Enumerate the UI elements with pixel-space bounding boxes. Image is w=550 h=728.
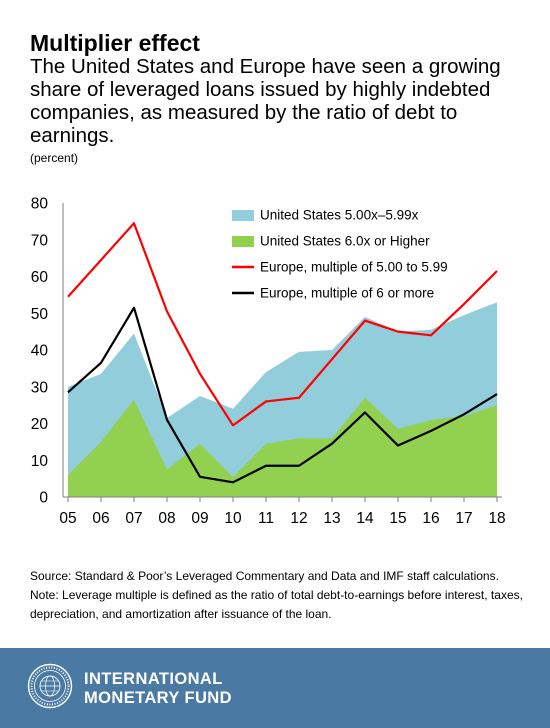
- legend-label-united-states-5-00x-5-99x: United States 5.00x–5.99x: [260, 208, 419, 223]
- y-tick-label: 40: [31, 343, 49, 360]
- chart: 0 10 20 30 40 50 60 70 80 05 06 07 08 09 10 11 12 13 14 15 1…: [31, 196, 506, 528]
- x-tick-label: 10: [224, 510, 242, 527]
- x-tick-label: 09: [191, 510, 208, 527]
- legend-label-europe-multiple-of-5-00-to-5-99: Europe, multiple of 5.00 to 5.99: [260, 260, 448, 275]
- legend-swatch-united-states-5-00x-5-99x: [232, 210, 254, 221]
- unit-label: (percent): [30, 151, 79, 165]
- y-tick-label: 20: [31, 416, 49, 433]
- x-tick-label: 12: [290, 510, 307, 527]
- x-tick-label: 14: [356, 510, 374, 527]
- y-tick-label: 30: [31, 379, 49, 396]
- axes: 0 10 20 30 40 50 60 70 80 05 06 07 08 09 10 11 12 13 14 15 1…: [31, 196, 506, 528]
- source-note: Source: Standard & Poor’s Leveraged Comm…: [30, 569, 499, 583]
- x-tick-label: 06: [92, 510, 109, 527]
- x-tick-label: 11: [258, 510, 274, 527]
- footer-line-2: MONETARY FUND: [84, 689, 232, 707]
- x-tick-label: 18: [488, 510, 505, 527]
- chart-subtitle: The United States and Europe have seen a…: [30, 55, 501, 147]
- legend-label-europe-multiple-of-6-or-more: Europe, multiple of 6 or more: [260, 286, 434, 301]
- area-united-states-6-0x-or-higher: [68, 397, 497, 497]
- imf-seal-icon: [27, 663, 73, 709]
- imf-wordmark: INTERNATIONAL MONETARY FUND: [84, 670, 232, 708]
- y-tick-label: 10: [31, 453, 49, 470]
- footer-line-1: INTERNATIONAL: [84, 670, 223, 688]
- footer: INTERNATIONAL MONETARY FUND: [0, 648, 550, 728]
- line-europe-multiple-of-6-or-more: [67, 306, 498, 484]
- x-tick-label: 13: [323, 510, 340, 527]
- y-tick-label: 70: [31, 232, 49, 249]
- notes: Source: Standard & Poor’s Leveraged Comm…: [30, 567, 530, 624]
- y-tick-label: 0: [39, 490, 48, 507]
- y-tick-label: 60: [31, 269, 49, 286]
- y-tick-label: 80: [31, 196, 49, 213]
- y-tick-label: 50: [31, 306, 49, 323]
- x-tick-label: 05: [59, 510, 76, 527]
- line-series-group: [67, 222, 498, 484]
- chart-title: Multiplier effect: [30, 30, 200, 56]
- definition-note: Note: Leverage multiple is defined as th…: [30, 588, 523, 621]
- x-tick-label: 17: [455, 510, 472, 527]
- legend-swatch-united-states-6-0x-or-higher: [232, 236, 254, 247]
- legend-label-united-states-6-0x-or-higher: United States 6.0x or Higher: [260, 234, 430, 249]
- x-tick-label: 07: [125, 510, 142, 527]
- line-europe-multiple-of-5-00-to-5-99: [67, 222, 498, 427]
- legend: United States 5.00x–5.99x United States 6…: [232, 208, 448, 301]
- x-tick-label: 08: [158, 510, 175, 527]
- x-tick-label: 16: [422, 510, 439, 527]
- x-tick-label: 15: [389, 510, 406, 527]
